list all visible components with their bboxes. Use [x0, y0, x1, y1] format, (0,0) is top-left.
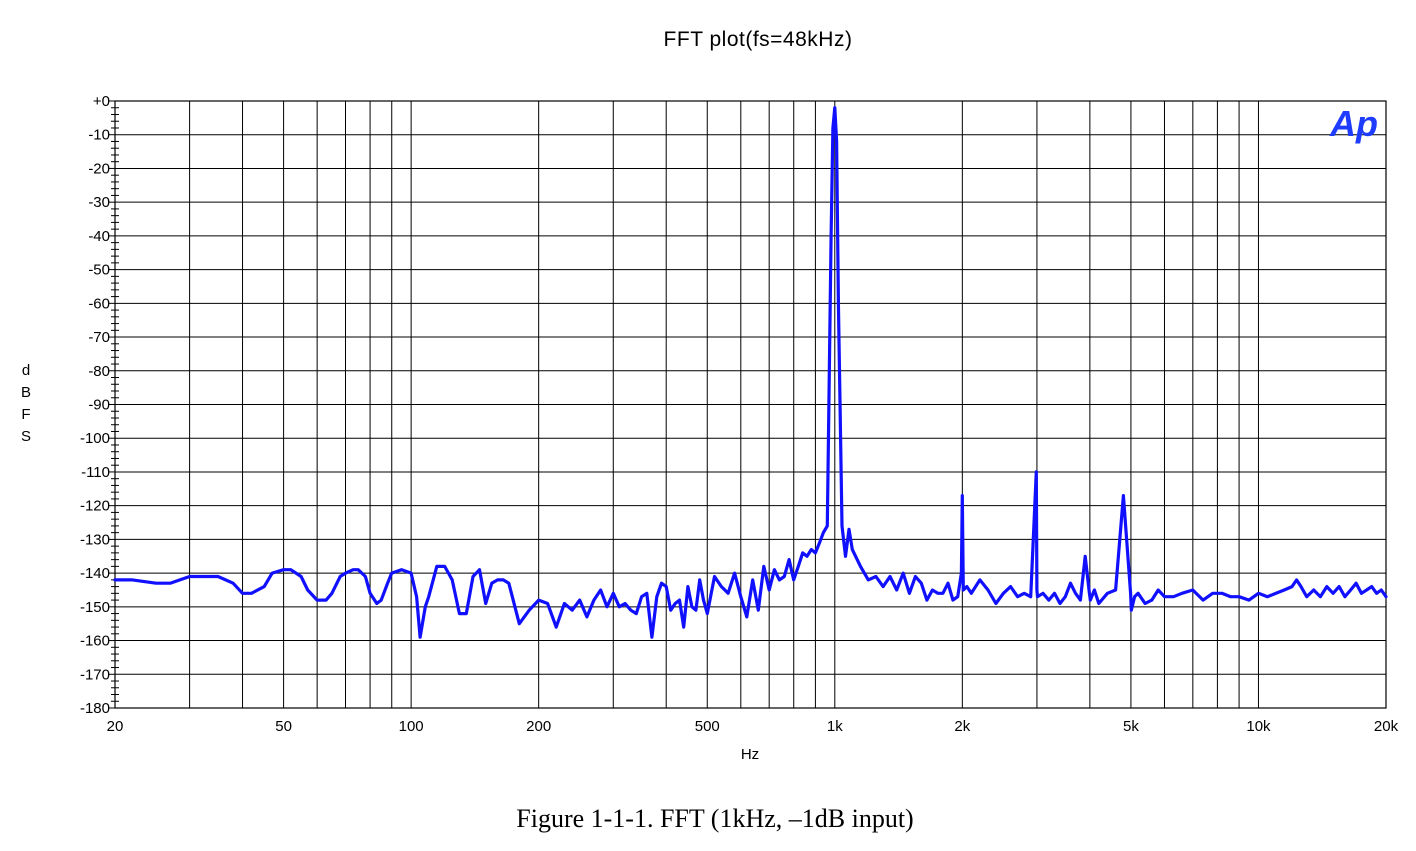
chart-title: FFT plot(fs=48kHz) — [663, 28, 853, 51]
fft-series-line — [113, 106, 1388, 639]
y-tick-label: -160 — [80, 633, 110, 650]
series-layer — [113, 106, 1388, 639]
y-tick-label: -130 — [80, 531, 110, 548]
x-tick-label: 50 — [275, 718, 292, 735]
y-tick-label: -10 — [88, 127, 110, 144]
x-axis-ticks: 20 50 100 200 500 1k 2k 5k 10k 20k — [107, 718, 1399, 735]
y-tick-label: -20 — [88, 160, 110, 177]
y-tick-label: -120 — [80, 498, 110, 515]
y-tick-label: -60 — [88, 295, 110, 312]
x-tick-label: 1k — [827, 718, 843, 735]
x-tick-label: 20 — [107, 718, 124, 735]
x-tick-label: 5k — [1123, 718, 1139, 735]
y-tick-label: -100 — [80, 430, 110, 447]
y-tick-label: -110 — [81, 464, 110, 481]
ap-logo-text: Ap — [1329, 103, 1378, 144]
y-tick-label: -80 — [88, 363, 110, 380]
y-tick-label: -50 — [88, 262, 110, 279]
x-tick-label: 200 — [526, 718, 551, 735]
y-axis-ticks: +0 -10 -20 -30 -40 -50 -60 -70 -80 -90 -100 -110 -12… — [80, 93, 115, 717]
y-tick-label: -90 — [88, 397, 110, 414]
x-tick-label: 20k — [1374, 718, 1399, 735]
y-tick-label: -180 — [80, 700, 110, 717]
x-tick-label: 2k — [954, 718, 970, 735]
y-tick-label: -140 — [80, 565, 110, 582]
x-tick-label: 10k — [1246, 718, 1271, 735]
y-axis-label: d B F S — [18, 360, 34, 448]
x-tick-label: 500 — [695, 718, 720, 735]
y-tick-label: +0 — [93, 93, 110, 110]
y-tick-label: -40 — [88, 228, 110, 245]
grid — [111, 100, 1387, 709]
y-tick-label: -170 — [80, 666, 110, 683]
x-axis-label: Hz — [740, 746, 760, 763]
y-tick-label: -30 — [88, 194, 110, 211]
y-axis-label-letter: B — [20, 384, 31, 401]
figure-caption: Figure 1-1-1. FFT (1kHz, –1dB input) — [516, 804, 914, 833]
y-axis-label-letter: S — [20, 428, 31, 445]
y-axis-label-letter: d — [21, 362, 31, 379]
y-axis-label-letter: F — [21, 406, 31, 423]
y-tick-label: -150 — [80, 599, 110, 616]
x-tick-label: 100 — [399, 718, 424, 735]
y-tick-label: -70 — [88, 329, 110, 346]
ap-logo: Ap — [1329, 103, 1378, 144]
